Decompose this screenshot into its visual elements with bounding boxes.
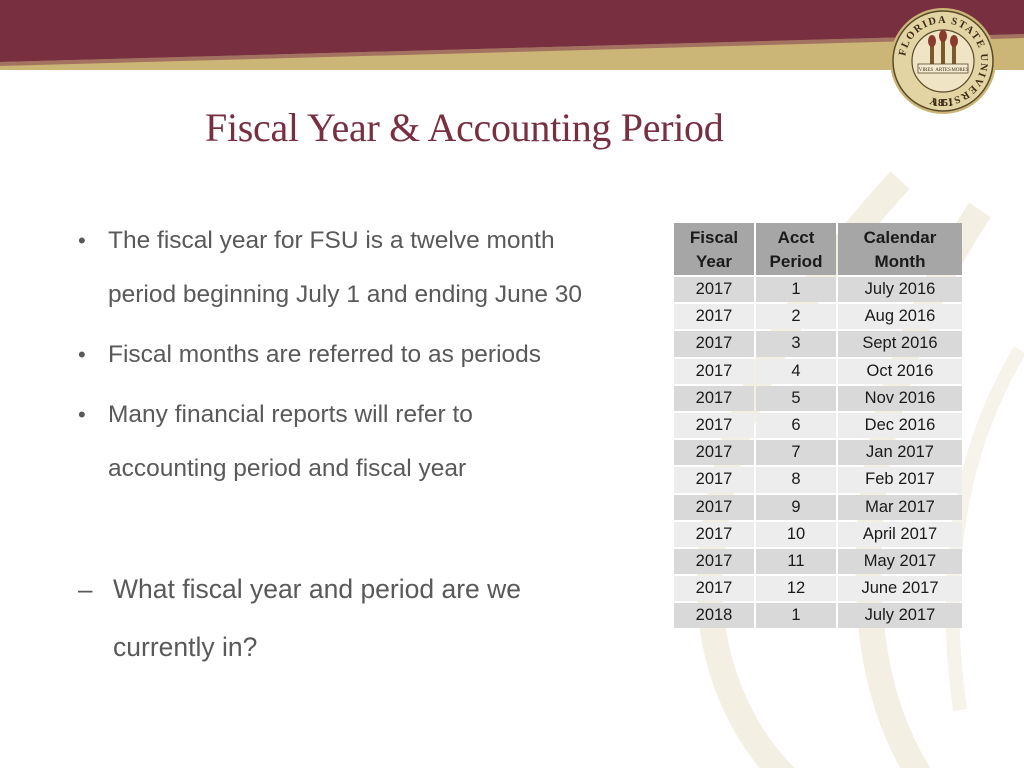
seal-year: 1851 [933, 98, 953, 109]
bullet-dot-icon: • [78, 228, 86, 253]
table-row: 2017 5 Nov 2016 [674, 385, 962, 411]
bullet-list: • The fiscal year for FSU is a twelve mo… [78, 214, 658, 502]
cell-period: 6 [756, 412, 836, 439]
cell-month: Dec 2016 [838, 412, 962, 439]
table-row: 2017 11 May 2017 [674, 548, 962, 575]
header-line: Year [696, 252, 732, 271]
table-row: 2017 8 Feb 2017 [674, 467, 962, 493]
cell-month: April 2017 [838, 521, 962, 547]
table-row: 2018 1 July 2017 [674, 603, 962, 629]
table-row: 2017 12 June 2017 [674, 576, 962, 602]
bullet-item: • Fiscal months are referred to as perio… [78, 328, 658, 382]
cell-month: May 2017 [838, 548, 962, 575]
cell-year: 2017 [674, 385, 754, 411]
cell-month: Mar 2017 [838, 494, 962, 520]
cell-period: 9 [756, 494, 836, 520]
cell-month: June 2017 [838, 576, 962, 602]
cell-period: 2 [756, 304, 836, 330]
question-text: What fiscal year and period are we curre… [78, 560, 638, 676]
table-row: 2017 9 Mar 2017 [674, 494, 962, 520]
cell-month: Aug 2016 [838, 304, 962, 330]
banner-graphic [0, 0, 1024, 70]
header-line: Acct [777, 228, 815, 247]
cell-period: 3 [756, 331, 836, 357]
dash-bullet-icon: – [78, 574, 93, 604]
question-line: currently in? [113, 632, 258, 662]
cell-month: Oct 2016 [838, 358, 962, 384]
cell-year: 2017 [674, 548, 754, 575]
cell-period: 7 [756, 440, 836, 466]
cell-period: 11 [756, 548, 836, 575]
header-line: Period [769, 252, 823, 271]
table-row: 2017 1 July 2016 [674, 277, 962, 303]
bullet-text: Many financial reports will refer to [108, 401, 473, 428]
cell-year: 2017 [674, 331, 754, 357]
cell-period: 12 [756, 576, 836, 602]
sub-question: – What fiscal year and period are we cur… [78, 560, 638, 676]
cell-year: 2017 [674, 277, 754, 303]
cell-month: July 2016 [838, 277, 962, 303]
header-line: Month [874, 252, 926, 271]
cell-year: 2017 [674, 576, 754, 602]
cell-year: 2017 [674, 412, 754, 439]
question-line: What fiscal year and period are we [113, 574, 522, 604]
cell-period: 1 [756, 277, 836, 303]
university-seal: FLORIDA STATE UNIVERSITY VIRES ARTES MOR… [888, 6, 998, 116]
table-header-row: Fiscal Year Acct Period Calendar Month [674, 223, 962, 275]
header-line: Fiscal [689, 228, 739, 247]
seal-motto-right: MORES [951, 68, 968, 73]
table-row: 2017 3 Sept 2016 [674, 331, 962, 357]
cell-period: 10 [756, 521, 836, 547]
bullet-text: The fiscal year for FSU is a twelve mont… [108, 227, 555, 254]
bullet-text: period beginning July 1 and ending June … [108, 281, 583, 308]
bullet-text: Fiscal months are referred to as periods [108, 341, 542, 368]
table-row: 2017 2 Aug 2016 [674, 304, 962, 330]
bullet-text: accounting period and fiscal year [108, 455, 467, 482]
header-acct-period: Acct Period [756, 223, 836, 275]
seal-motto-left: VIRES [919, 68, 934, 73]
seal-motto-mid: ARTES [935, 68, 951, 73]
table-row: 2017 4 Oct 2016 [674, 358, 962, 384]
cell-year: 2018 [674, 603, 754, 629]
header-calendar-month: Calendar Month [838, 223, 962, 275]
header-fiscal-year: Fiscal Year [674, 223, 754, 275]
cell-period: 4 [756, 358, 836, 384]
header-banner [0, 0, 1024, 70]
table-row: 2017 6 Dec 2016 [674, 412, 962, 439]
cell-year: 2017 [674, 467, 754, 493]
cell-year: 2017 [674, 494, 754, 520]
table-row: 2017 7 Jan 2017 [674, 440, 962, 466]
cell-month: Sept 2016 [838, 331, 962, 357]
cell-month: Nov 2016 [838, 385, 962, 411]
cell-year: 2017 [674, 304, 754, 330]
cell-period: 8 [756, 467, 836, 493]
fiscal-period-table: Fiscal Year Acct Period Calendar Month 2… [672, 221, 964, 630]
slide-title: Fiscal Year & Accounting Period [205, 105, 724, 150]
cell-period: 5 [756, 385, 836, 411]
bullet-item: • Many financial reports will refer to a… [78, 388, 658, 496]
cell-year: 2017 [674, 521, 754, 547]
bullet-item: • The fiscal year for FSU is a twelve mo… [78, 214, 658, 322]
cell-month: Jan 2017 [838, 440, 962, 466]
table-row: 2017 10 April 2017 [674, 521, 962, 547]
bullet-dot-icon: • [78, 402, 86, 427]
cell-year: 2017 [674, 358, 754, 384]
cell-year: 2017 [674, 440, 754, 466]
cell-month: Feb 2017 [838, 467, 962, 493]
cell-month: July 2017 [838, 603, 962, 629]
cell-period: 1 [756, 603, 836, 629]
header-line: Calendar [863, 228, 937, 247]
bullet-dot-icon: • [78, 342, 86, 367]
